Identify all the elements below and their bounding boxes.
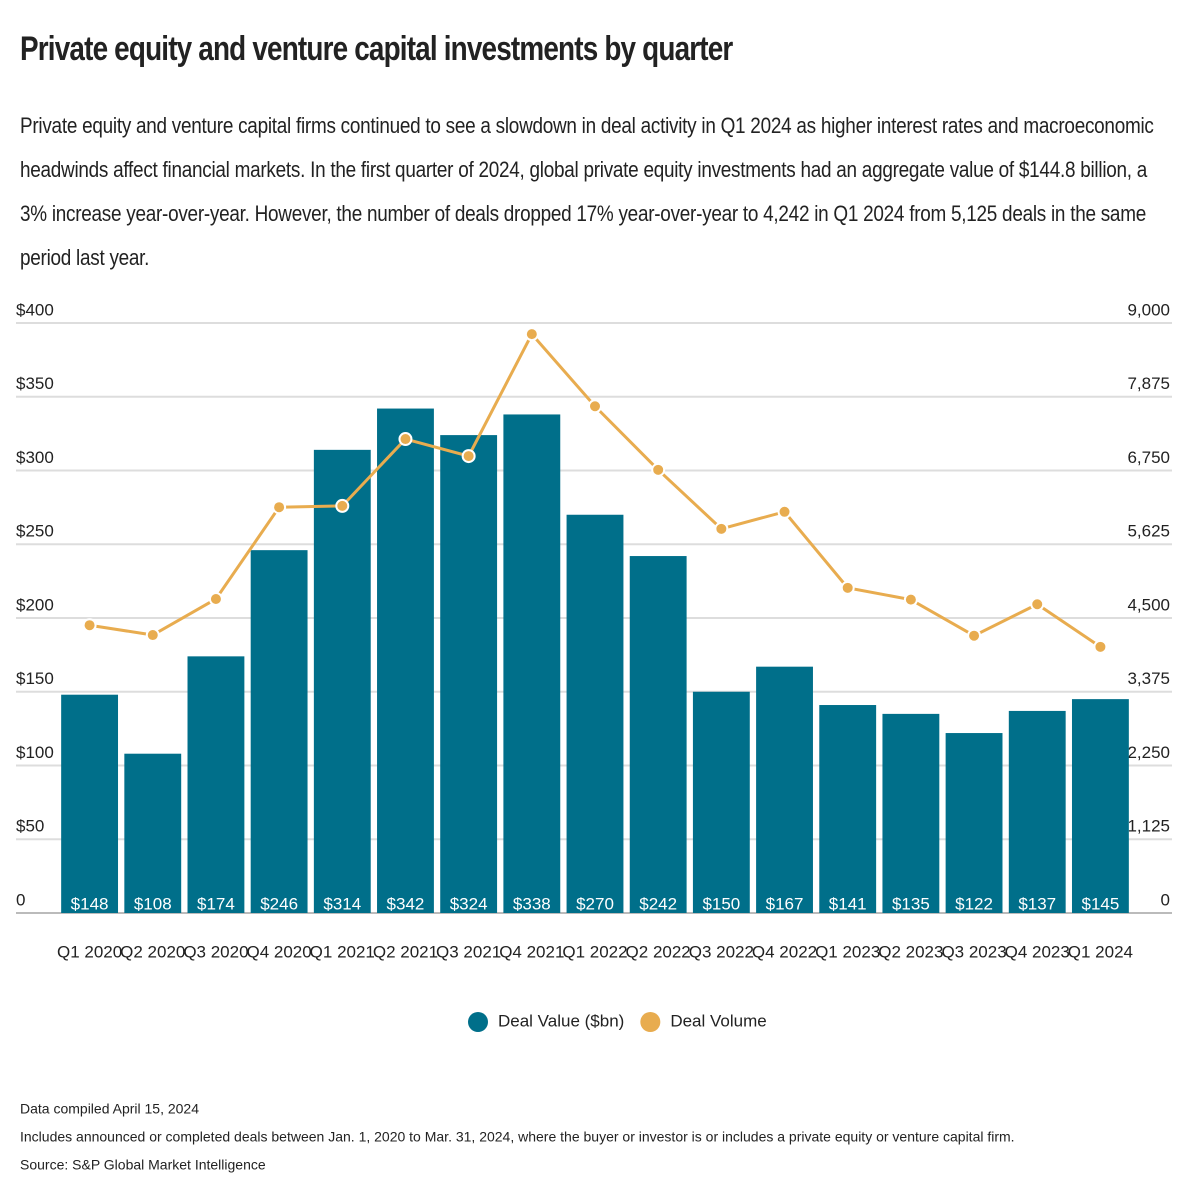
legend-swatch (468, 1012, 488, 1032)
x-tick-label: Q1 2024 (1068, 942, 1133, 961)
x-tick-label: Q2 2022 (626, 942, 691, 961)
value-label: $148 (71, 894, 109, 913)
y2-tick-label: 6,750 (1127, 448, 1170, 467)
y2-tick-label: 9,000 (1127, 300, 1170, 319)
x-tick-label: Q1 2021 (310, 942, 375, 961)
value-label: $342 (387, 894, 425, 913)
bar (61, 694, 119, 913)
line-point (145, 628, 160, 643)
bar (503, 414, 561, 913)
legend-swatch (640, 1012, 661, 1032)
legend-label: Deal Volume (670, 1011, 766, 1030)
bar (124, 753, 182, 913)
bar (629, 556, 687, 913)
bar (313, 449, 371, 913)
y-tick-label: $400 (16, 300, 54, 319)
line-point (588, 399, 602, 414)
bar (882, 713, 940, 913)
x-tick-label: Q4 2022 (752, 942, 817, 961)
y-tick-label: $200 (16, 595, 54, 614)
line-point (840, 580, 855, 595)
line-point (82, 618, 97, 633)
x-tick-label: Q1 2020 (57, 942, 122, 961)
value-label: $122 (955, 894, 993, 913)
line-point (651, 462, 666, 477)
value-label: $150 (702, 894, 740, 913)
x-tick-label: Q4 2023 (1005, 942, 1070, 961)
value-label: $137 (1018, 894, 1056, 913)
x-tick-label: Q1 2022 (562, 942, 627, 961)
line-point (1030, 597, 1045, 612)
line-point (335, 498, 350, 513)
bar (1071, 699, 1129, 913)
value-label: $174 (197, 894, 235, 913)
footnote: Data compiled April 15, 2024 (20, 1101, 199, 1117)
value-label: $314 (323, 894, 361, 913)
y2-tick-label: 4,500 (1127, 595, 1170, 614)
x-tick-label: Q2 2020 (120, 942, 185, 961)
value-label: $338 (513, 894, 551, 913)
value-label: $246 (260, 894, 298, 913)
y-tick-label: $350 (16, 374, 54, 393)
line-point (714, 521, 729, 536)
line-point (272, 500, 287, 515)
line-point (524, 327, 539, 342)
y-tick-label: $300 (16, 448, 54, 467)
x-tick-label: Q1 2023 (815, 942, 880, 961)
y2-tick-label: 7,875 (1127, 374, 1170, 393)
value-label: $324 (450, 894, 488, 913)
y2-tick-label: 1,125 (1127, 817, 1170, 836)
value-label: $145 (1081, 894, 1119, 913)
legend-label: Deal Value ($bn) (498, 1011, 624, 1030)
x-tick-label: Q3 2021 (436, 942, 501, 961)
bar (945, 733, 1003, 913)
y-tick-label: $50 (16, 817, 44, 836)
value-label: $141 (829, 894, 867, 913)
bar (819, 705, 877, 913)
bar (566, 514, 624, 913)
value-label: $167 (766, 894, 804, 913)
x-tick-label: Q3 2020 (183, 942, 248, 961)
y-tick-label: 0 (16, 890, 25, 909)
x-tick-label: Q4 2021 (499, 942, 564, 961)
bar (187, 656, 245, 913)
line-point (1093, 639, 1108, 654)
line-point (461, 449, 476, 464)
line-point (777, 504, 792, 519)
bar (1008, 710, 1066, 913)
line-point (903, 592, 918, 607)
y2-tick-label: 0 (1161, 890, 1170, 909)
footnote: Includes announced or completed deals be… (20, 1129, 1015, 1145)
y-tick-label: $150 (16, 669, 54, 688)
bar (440, 435, 498, 913)
y2-tick-label: 5,625 (1127, 522, 1170, 541)
y-tick-label: $250 (16, 522, 54, 541)
value-label: $270 (576, 894, 614, 913)
y2-tick-label: 3,375 (1127, 669, 1170, 688)
bar (692, 691, 750, 913)
value-label: $108 (134, 894, 172, 913)
x-tick-label: Q2 2023 (878, 942, 943, 961)
y-tick-label: $100 (16, 743, 54, 762)
footnote: Source: S&P Global Market Intelligence (20, 1157, 266, 1173)
line-point (967, 628, 982, 643)
line-point (398, 432, 413, 447)
line-point (208, 591, 223, 606)
x-tick-label: Q3 2022 (689, 942, 754, 961)
bar (250, 550, 308, 913)
chart-title: Private equity and venture capital inves… (20, 30, 733, 68)
value-label: $242 (639, 894, 677, 913)
bar (377, 408, 434, 913)
x-tick-label: Q2 2021 (373, 942, 438, 961)
bar (756, 666, 813, 913)
value-label: $135 (892, 894, 930, 913)
x-tick-label: Q3 2023 (941, 942, 1006, 961)
chart-subtitle: Private equity and venture capital firms… (20, 113, 1154, 270)
y2-tick-label: 2,250 (1127, 743, 1170, 762)
x-tick-label: Q4 2020 (247, 942, 312, 961)
